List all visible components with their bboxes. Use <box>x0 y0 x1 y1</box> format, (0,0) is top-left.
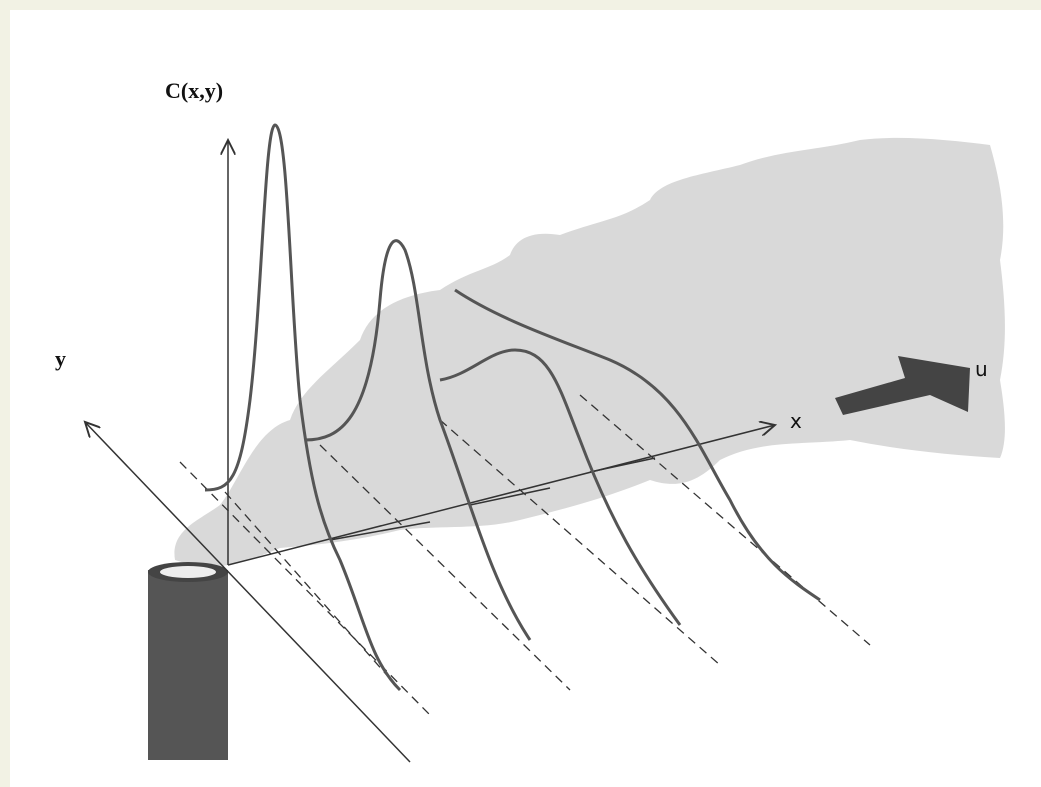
x-axis-label: x <box>790 409 802 433</box>
diagram: C(x,y) y x u <box>0 0 1041 787</box>
chimney <box>148 570 228 760</box>
c-axis-label: C(x,y) <box>165 78 223 103</box>
chimney-opening <box>160 566 216 578</box>
y-axis-label: y <box>55 346 66 371</box>
wind-label: u <box>975 357 988 381</box>
